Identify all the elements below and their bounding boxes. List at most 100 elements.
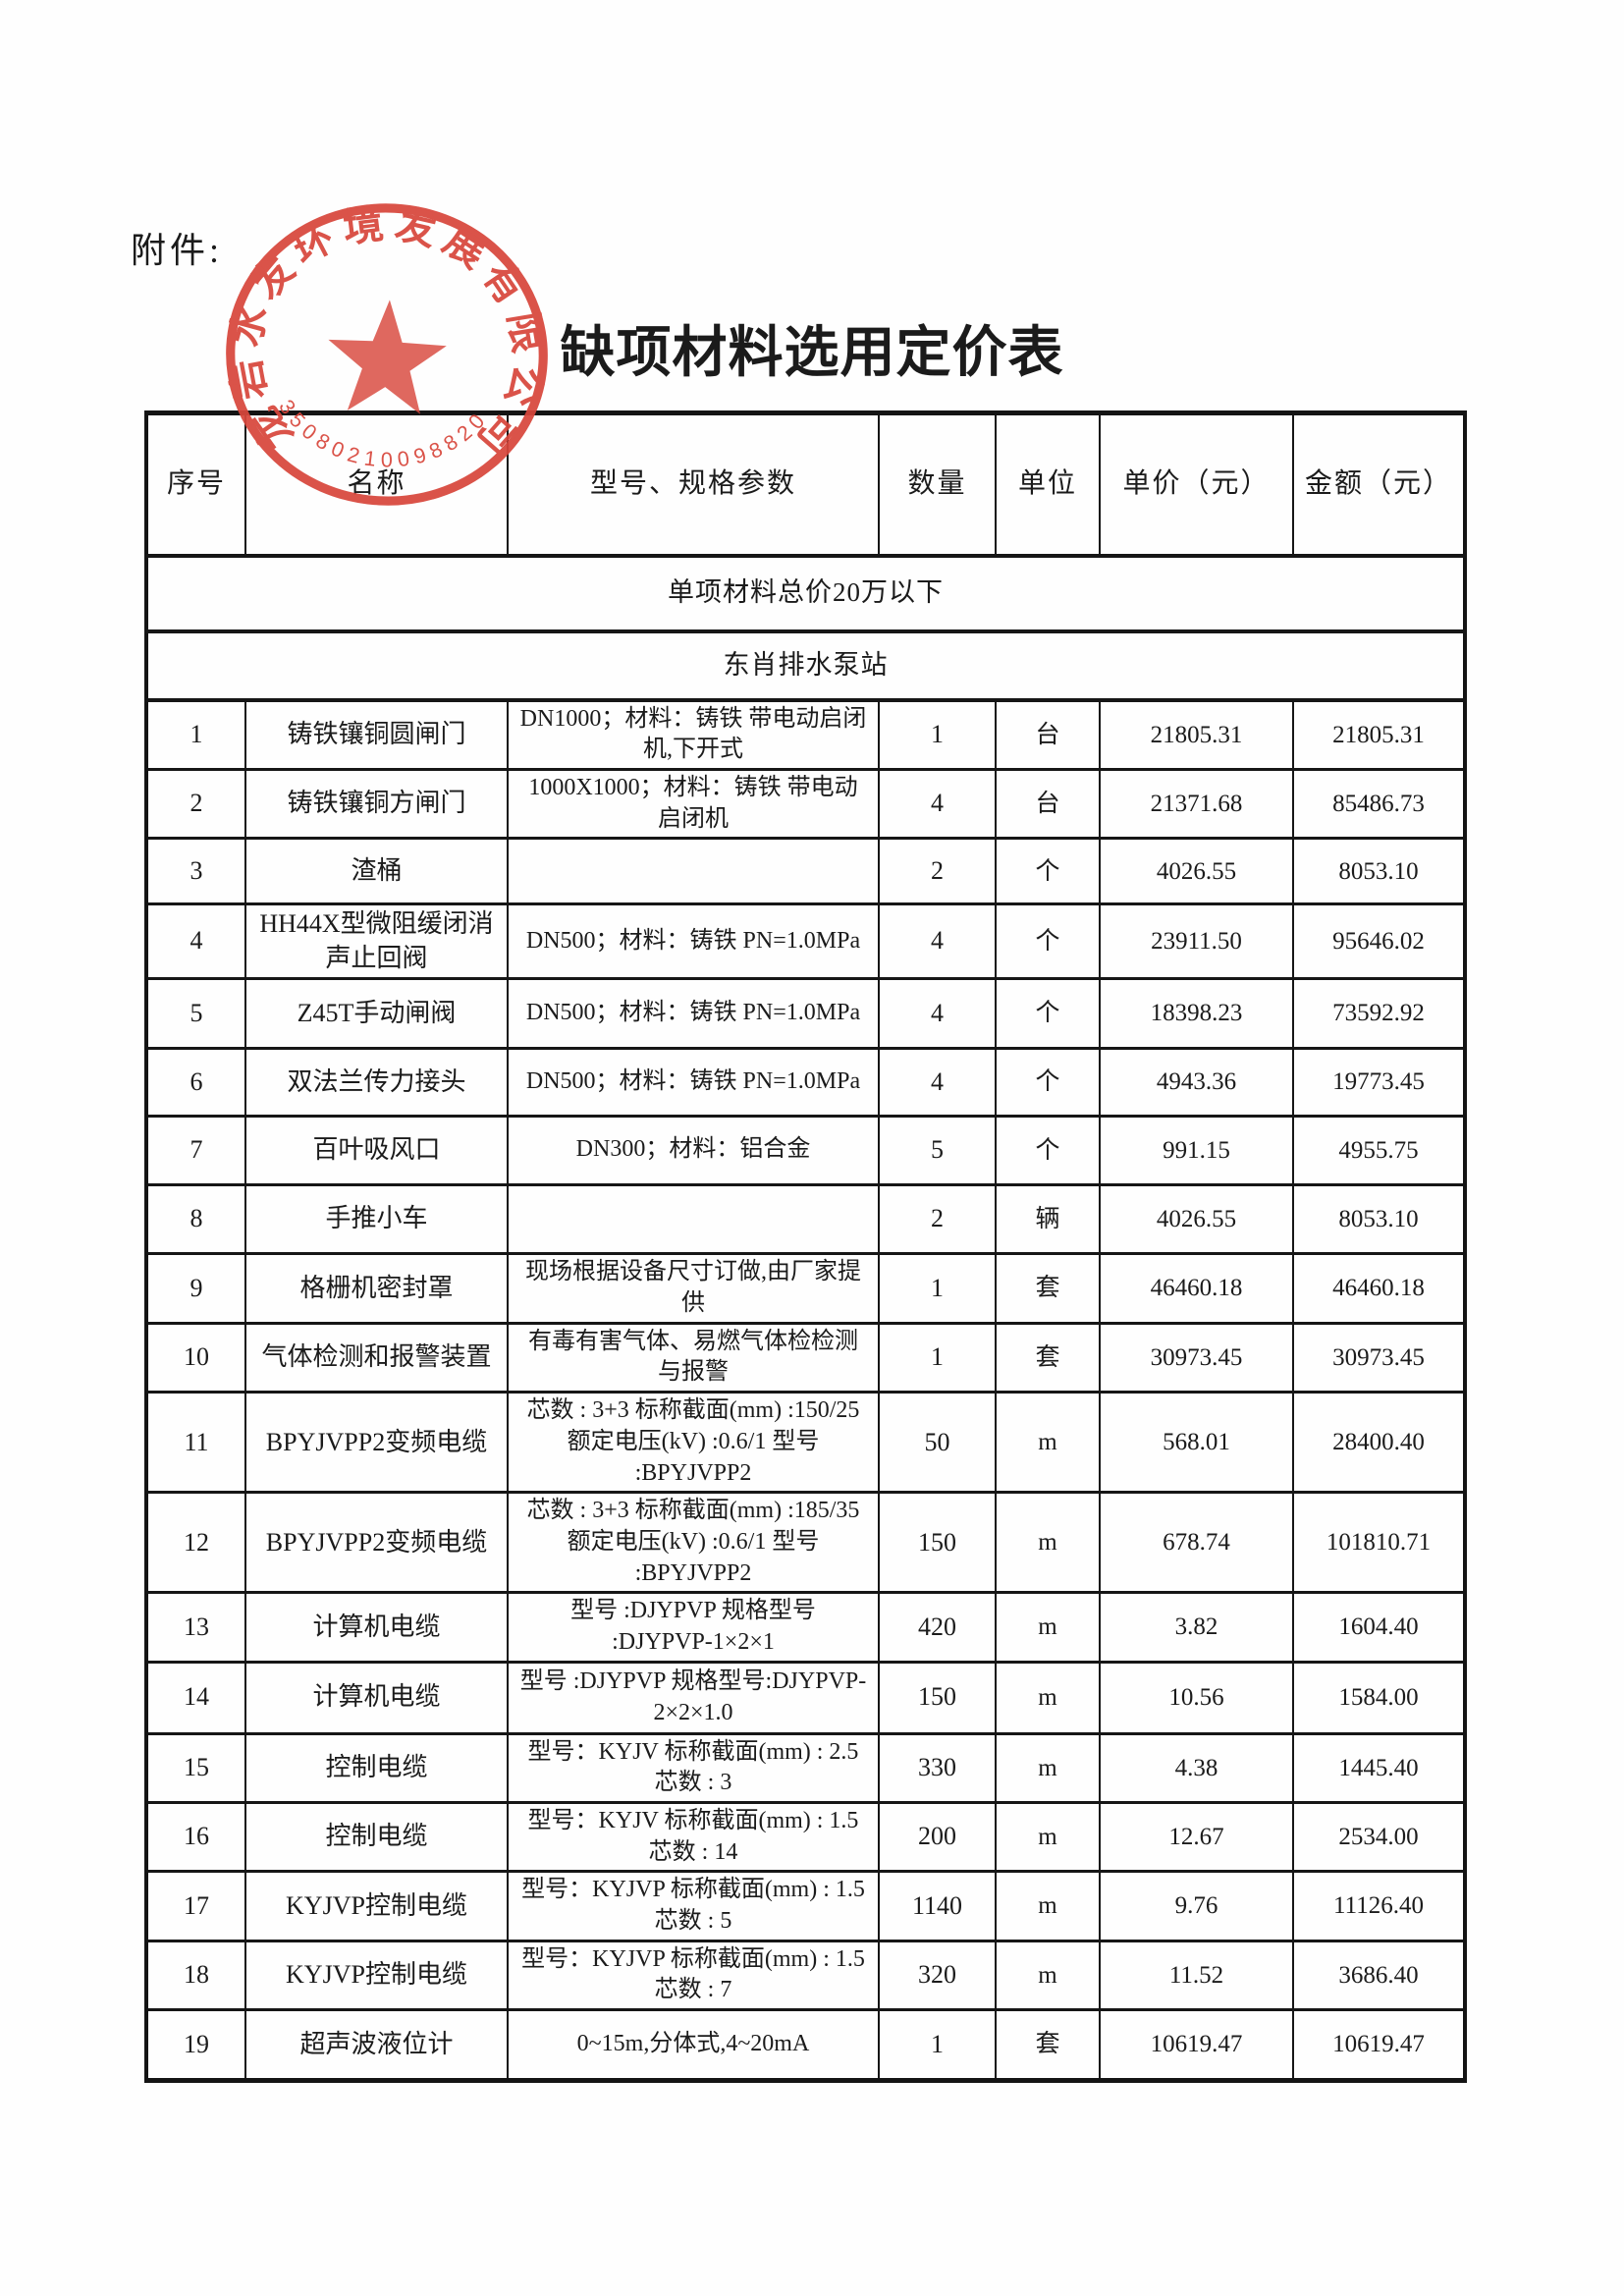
cell-price: 4026.55 [1099, 1182, 1294, 1255]
cell-spec [507, 1182, 880, 1255]
cell-unit: 套 [995, 1321, 1101, 1394]
cell-no: 4 [145, 902, 246, 980]
cell-spec: DN500；材料：铸铁 PN=1.0MPa [507, 976, 880, 1050]
cell-name: Z45T手动闸阀 [244, 976, 509, 1050]
cell-spec: 型号：KYJVP 标称截面(mm) : 1.5 芯数 : 7 [507, 1939, 880, 2011]
cell-amount: 95646.02 [1292, 902, 1466, 980]
stamp-ring-icon [226, 203, 548, 506]
cell-amount: 3686.40 [1292, 1939, 1466, 2011]
table-row: 10 气体检测和报警装置 有毒有害气体、易燃气体检检测与报警 1 套 30973.45 30… [145, 1321, 1466, 1394]
cell-price: 678.74 [1099, 1491, 1294, 1595]
cell-spec: 芯数 : 3+3 标称截面(mm) :185/35 额定电压(kV) :0.6/… [507, 1491, 880, 1595]
cell-price: 30973.45 [1099, 1321, 1294, 1394]
cell-amount: 10619.47 [1292, 2007, 1466, 2082]
cell-price: 568.01 [1099, 1391, 1294, 1495]
cell-unit: m [995, 1391, 1101, 1495]
table-row: 19 超声波液位计 0~15m,分体式,4~20mA 1 套 10619.47 10619.… [145, 2007, 1466, 2082]
cell-qty: 4 [878, 902, 997, 980]
column-header: 金额（元） [1292, 411, 1466, 557]
cell-spec: DN1000；材料：铸铁 带电动启闭机,下开式 [507, 698, 880, 771]
cell-price: 12.67 [1099, 1800, 1294, 1874]
cell-name: BPYJVPP2变频电缆 [244, 1391, 509, 1495]
cell-qty: 150 [878, 1491, 997, 1595]
cell-name: KYJVP控制电缆 [244, 1870, 509, 1942]
cell-price: 991.15 [1099, 1114, 1294, 1186]
section-label: 单项材料总价20万以下 [145, 553, 1466, 633]
cell-spec: DN500；材料：铸铁 PN=1.0MPa [507, 902, 880, 980]
cell-no: 2 [145, 767, 246, 841]
cell-name: 铸铁镶铜圆闸门 [244, 698, 509, 771]
cell-amount: 2534.00 [1292, 1800, 1466, 1874]
cell-unit: m [995, 1591, 1101, 1664]
cell-spec [507, 837, 880, 906]
cell-qty: 4 [878, 976, 997, 1050]
cell-spec: DN300；材料：铝合金 [507, 1114, 880, 1186]
cell-no: 6 [145, 1046, 246, 1118]
cell-no: 8 [145, 1182, 246, 1255]
cell-no: 13 [145, 1591, 246, 1664]
cell-amount: 11126.40 [1292, 1870, 1466, 1942]
cell-name: 双法兰传力接头 [244, 1046, 509, 1118]
table-row: 8 手推小车 2 辆 4026.55 8053.10 [145, 1182, 1466, 1255]
cell-no: 15 [145, 1731, 246, 1804]
table-row: 12 BPYJVPP2变频电缆 芯数 : 3+3 标称截面(mm) :185/35 … [145, 1491, 1466, 1595]
cell-unit: m [995, 1939, 1101, 2011]
cell-price: 9.76 [1099, 1870, 1294, 1942]
cell-qty: 2 [878, 1182, 997, 1255]
cell-spec: 现场根据设备尺寸订做,由厂家提供 [507, 1251, 880, 1325]
cell-no: 18 [145, 1939, 246, 2011]
cell-qty: 320 [878, 1939, 997, 2011]
cell-spec: 有毒有害气体、易燃气体检检测与报警 [507, 1321, 880, 1394]
cell-name: KYJVP控制电缆 [244, 1939, 509, 2011]
cell-amount: 1584.00 [1292, 1660, 1466, 1735]
cell-qty: 1 [878, 2007, 997, 2082]
cell-qty: 1140 [878, 1870, 997, 1942]
cell-name: 气体检测和报警装置 [244, 1321, 509, 1394]
table-row: 7 百叶吸风口 DN300；材料：铝合金 5 个 991.15 4955.75 [145, 1114, 1466, 1186]
cell-unit: 套 [995, 2007, 1101, 2082]
cell-name: 百叶吸风口 [244, 1114, 509, 1186]
cell-price: 4026.55 [1099, 837, 1294, 906]
table-row: 4 HH44X型微阻缓闭消声止回阀 DN500；材料：铸铁 PN=1.0MPa 4 个 2… [145, 902, 1466, 980]
cell-price: 11.52 [1099, 1939, 1294, 2011]
table-row: 9 格栅机密封罩 现场根据设备尺寸订做,由厂家提供 1 套 46460.18 46460.1… [145, 1251, 1466, 1325]
cell-amount: 73592.92 [1292, 976, 1466, 1050]
cell-no: 19 [145, 2007, 246, 2082]
cell-qty: 1 [878, 698, 997, 771]
table-row: 13 计算机电缆 型号 :DJYPVP 规格型号 :DJYPVP-1×2×1 420 m… [145, 1591, 1466, 1664]
table-row: 3 渣桶 2 个 4026.55 8053.10 [145, 837, 1466, 906]
cell-name: 铸铁镶铜方闸门 [244, 767, 509, 841]
cell-price: 4.38 [1099, 1731, 1294, 1804]
table-row: 18 KYJVP控制电缆 型号：KYJVP 标称截面(mm) : 1.5 芯数 : … [145, 1939, 1466, 2011]
cell-unit: 辆 [995, 1182, 1101, 1255]
cell-no: 11 [145, 1391, 246, 1495]
cell-name: 计算机电缆 [244, 1660, 509, 1735]
cell-name: 手推小车 [244, 1182, 509, 1255]
cell-no: 14 [145, 1660, 246, 1735]
cell-qty: 1 [878, 1251, 997, 1325]
cell-no: 7 [145, 1114, 246, 1186]
section-label: 东肖排水泵站 [145, 629, 1466, 702]
cell-price: 23911.50 [1099, 902, 1294, 980]
cell-amount: 28400.40 [1292, 1391, 1466, 1495]
table-row: 15 控制电缆 型号：KYJV 标称截面(mm) : 2.5 芯数 : 3 330 m 4… [145, 1731, 1466, 1804]
table-row: 6 双法兰传力接头 DN500；材料：铸铁 PN=1.0MPa 4 个 4943.36 19… [145, 1046, 1466, 1118]
cell-no: 1 [145, 698, 246, 771]
cell-amount: 1604.40 [1292, 1591, 1466, 1664]
table-header: 序号 名称 型号、规格参数 数量 单位 单价（元） 金额（元） [145, 411, 1466, 557]
company-stamp: 龙岩水发环境发展有限公司 35080210098820 [216, 191, 561, 506]
cell-spec: 芯数 : 3+3 标称截面(mm) :150/25 额定电压(kV) :0.6/… [507, 1391, 880, 1495]
cell-qty: 4 [878, 1046, 997, 1118]
pricing-table: 序号 名称 型号、规格参数 数量 单位 单价（元） 金额（元） 单项材料总价20万以下 东肖排… [144, 410, 1467, 2083]
cell-no: 5 [145, 976, 246, 1050]
cell-amount: 19773.45 [1292, 1046, 1466, 1118]
cell-price: 18398.23 [1099, 976, 1294, 1050]
cell-qty: 150 [878, 1660, 997, 1735]
cell-unit: 个 [995, 1114, 1101, 1186]
cell-unit: 套 [995, 1251, 1101, 1325]
table-row: 5 Z45T手动闸阀 DN500；材料：铸铁 PN=1.0MPa 4 个 18398.23… [145, 976, 1466, 1050]
column-header: 单位 [995, 411, 1101, 557]
cell-name: 控制电缆 [244, 1731, 509, 1804]
cell-no: 16 [145, 1800, 246, 1874]
cell-name: 超声波液位计 [244, 2007, 509, 2082]
